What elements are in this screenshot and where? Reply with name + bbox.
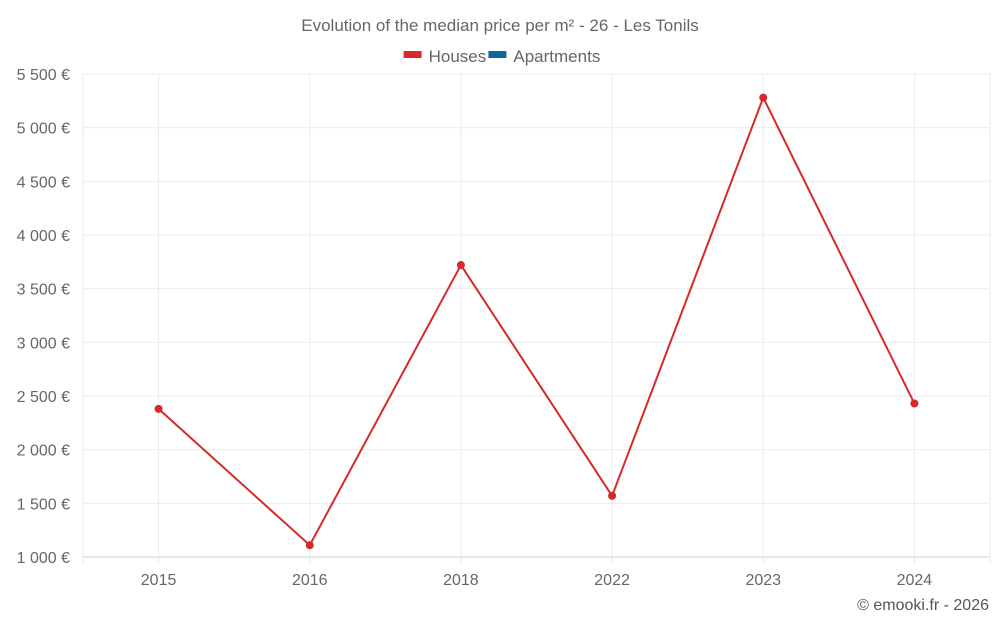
x-tick-label: 2018 <box>443 572 479 589</box>
y-tick-label: 2 500 € <box>17 389 70 406</box>
y-tick-label: 5 500 € <box>17 67 70 84</box>
y-gridlines <box>83 73 990 558</box>
y-tick-label: 2 000 € <box>17 443 70 460</box>
credit-text: © emooki.fr - 2026 <box>857 597 989 614</box>
legend-swatch-houses <box>403 51 422 58</box>
x-gridlines <box>82 74 991 564</box>
data-point-houses <box>154 404 163 413</box>
legend: Houses Apartments <box>403 47 600 66</box>
legend-label-houses: Houses <box>429 47 487 66</box>
x-tick-label: 2024 <box>897 572 933 589</box>
y-tick-label: 4 500 € <box>17 174 70 191</box>
x-tick-label: 2023 <box>745 572 781 589</box>
legend-label-apartments: Apartments <box>513 47 600 66</box>
x-axis-ticks: 2015 2016 2018 2022 2023 2024 <box>141 572 933 589</box>
legend-swatch-apartments <box>488 51 507 58</box>
y-tick-label: 3 000 € <box>17 335 70 352</box>
data-point-houses <box>456 261 465 270</box>
y-tick-label: 3 500 € <box>17 282 70 299</box>
y-tick-label: 1 500 € <box>17 496 70 513</box>
chart-title: Evolution of the median price per m² - 2… <box>301 16 699 35</box>
data-point-houses <box>759 93 768 102</box>
y-tick-label: 1 000 € <box>17 550 70 567</box>
x-tick-label: 2016 <box>292 572 328 589</box>
x-tick-label: 2022 <box>594 572 630 589</box>
data-point-houses <box>305 541 314 550</box>
y-tick-label: 4 000 € <box>17 228 70 245</box>
data-point-houses <box>910 399 919 408</box>
data-point-houses <box>608 491 617 500</box>
series-line-houses <box>157 96 916 547</box>
y-axis-ticks: 1 000 € 1 500 € 2 000 € 2 500 € 3 000 € 3 500… <box>17 67 70 567</box>
y-tick-label: 5 000 € <box>17 121 70 138</box>
series-layer <box>154 93 919 550</box>
x-tick-label: 2015 <box>141 572 177 589</box>
